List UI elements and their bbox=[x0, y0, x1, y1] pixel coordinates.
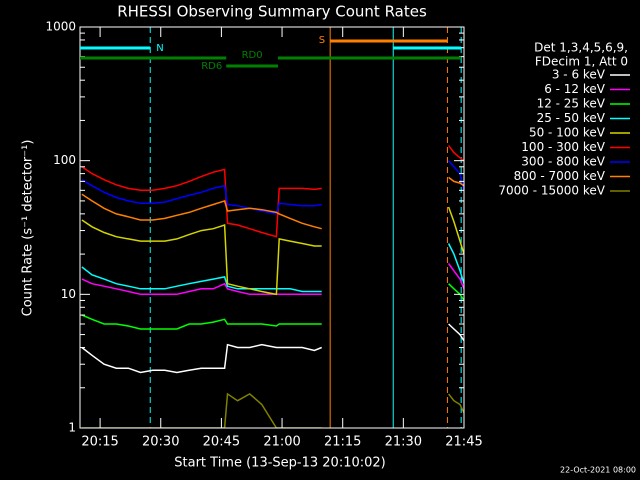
legend-label: 50 - 100 keV bbox=[529, 126, 606, 140]
x-axis-label: Start Time (13-Sep-13 20:10:02) bbox=[174, 456, 385, 471]
legend-label: 6 - 12 keV bbox=[544, 82, 606, 96]
y-tick-label: 10 bbox=[61, 287, 76, 301]
series-line bbox=[448, 323, 464, 342]
series-line bbox=[447, 144, 464, 162]
x-tick-label: 20:15 bbox=[81, 435, 118, 450]
legend-label: 3 - 6 keV bbox=[552, 68, 606, 82]
flag-label: S bbox=[319, 35, 325, 46]
x-tick-label: 20:30 bbox=[142, 435, 179, 450]
y-axis-label: Count Rate (s⁻¹ detector⁻¹) bbox=[21, 140, 36, 317]
legend-label: 300 - 800 keV bbox=[521, 155, 605, 169]
legend-label: 12 - 25 keV bbox=[537, 97, 606, 111]
y-tick-label: 100 bbox=[53, 153, 76, 167]
x-tick-label: 21:00 bbox=[263, 435, 300, 450]
x-tick-label: 20:45 bbox=[203, 435, 240, 450]
flag-label: N bbox=[156, 43, 163, 54]
legend-label: 800 - 7000 keV bbox=[514, 169, 606, 183]
chart-title: RHESSI Observing Summary Count Rates bbox=[117, 3, 427, 21]
x-tick-label: 21:15 bbox=[324, 435, 361, 450]
x-tick-label: 21:45 bbox=[445, 435, 482, 450]
series-line bbox=[81, 266, 322, 293]
series-line bbox=[81, 343, 322, 374]
y-tick-label: 1000 bbox=[45, 20, 76, 34]
legend-header: FDecim 1, Att 0 bbox=[535, 55, 628, 69]
series-line bbox=[447, 206, 464, 255]
legend-header: Det 1,3,4,5,6,9, bbox=[534, 41, 628, 55]
y-tick-label: 1 bbox=[68, 421, 76, 435]
series-line bbox=[81, 219, 322, 296]
timestamp: 22-Oct-2021 08:00 bbox=[560, 466, 636, 475]
series-line bbox=[81, 392, 322, 428]
series-line bbox=[447, 243, 464, 284]
legend-label: 7000 - 15000 keV bbox=[498, 184, 605, 198]
flag-label: RD0 bbox=[242, 50, 263, 61]
series-line bbox=[448, 393, 464, 414]
series-line bbox=[448, 160, 464, 191]
flag-label: RD6 bbox=[201, 61, 222, 72]
series-line bbox=[81, 179, 322, 215]
series-line bbox=[448, 283, 464, 301]
axes-frame bbox=[79, 26, 465, 429]
series-line bbox=[447, 263, 464, 290]
legend-label: 100 - 300 keV bbox=[521, 140, 605, 154]
plot-area bbox=[81, 27, 464, 428]
x-tick-label: 21:30 bbox=[385, 435, 422, 450]
series-line bbox=[81, 193, 322, 230]
legend-label: 25 - 50 keV bbox=[537, 111, 606, 125]
series-line bbox=[81, 166, 322, 238]
series-line bbox=[81, 314, 322, 330]
series-line bbox=[81, 278, 322, 296]
series-line bbox=[448, 176, 464, 187]
